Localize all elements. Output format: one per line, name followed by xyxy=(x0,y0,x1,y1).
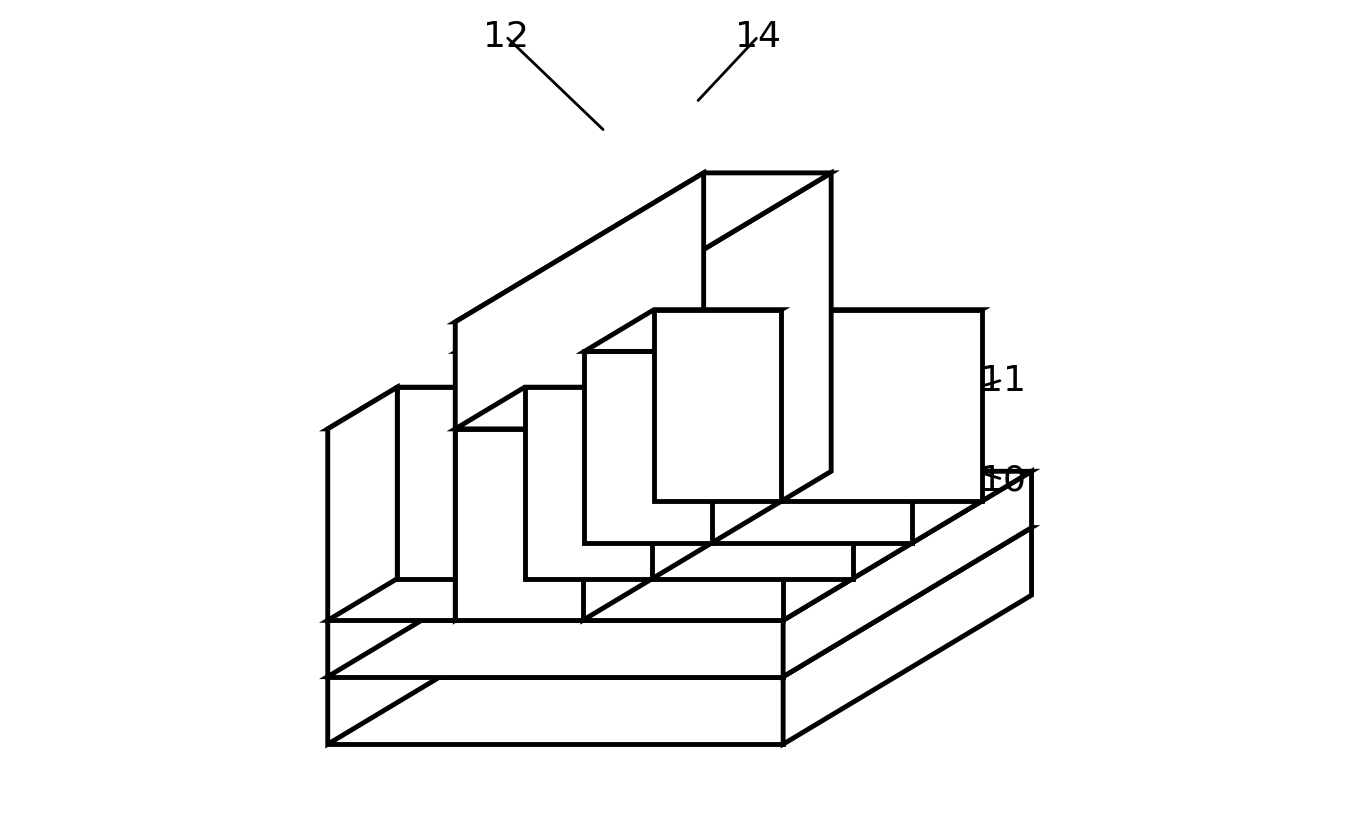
Polygon shape xyxy=(654,310,781,501)
Polygon shape xyxy=(328,528,1032,676)
Polygon shape xyxy=(328,388,397,620)
Polygon shape xyxy=(328,528,576,744)
Polygon shape xyxy=(328,620,784,676)
Polygon shape xyxy=(457,310,982,352)
Polygon shape xyxy=(455,388,653,429)
Polygon shape xyxy=(784,471,1032,676)
Polygon shape xyxy=(455,174,704,620)
Text: 10: 10 xyxy=(979,462,1025,497)
Polygon shape xyxy=(585,310,781,352)
Polygon shape xyxy=(455,174,831,323)
Text: 14: 14 xyxy=(735,20,781,55)
Polygon shape xyxy=(328,676,784,744)
Polygon shape xyxy=(328,471,1032,620)
Polygon shape xyxy=(397,388,852,579)
Polygon shape xyxy=(455,429,582,620)
Text: 11: 11 xyxy=(979,363,1025,398)
Text: 12: 12 xyxy=(482,20,528,55)
Polygon shape xyxy=(585,352,712,543)
Polygon shape xyxy=(457,310,527,543)
Polygon shape xyxy=(527,310,982,501)
Polygon shape xyxy=(582,174,831,620)
Polygon shape xyxy=(457,352,912,543)
Polygon shape xyxy=(328,388,852,429)
Polygon shape xyxy=(328,429,784,620)
Polygon shape xyxy=(328,471,576,676)
Polygon shape xyxy=(455,323,582,620)
Polygon shape xyxy=(784,528,1032,744)
Polygon shape xyxy=(524,388,653,579)
